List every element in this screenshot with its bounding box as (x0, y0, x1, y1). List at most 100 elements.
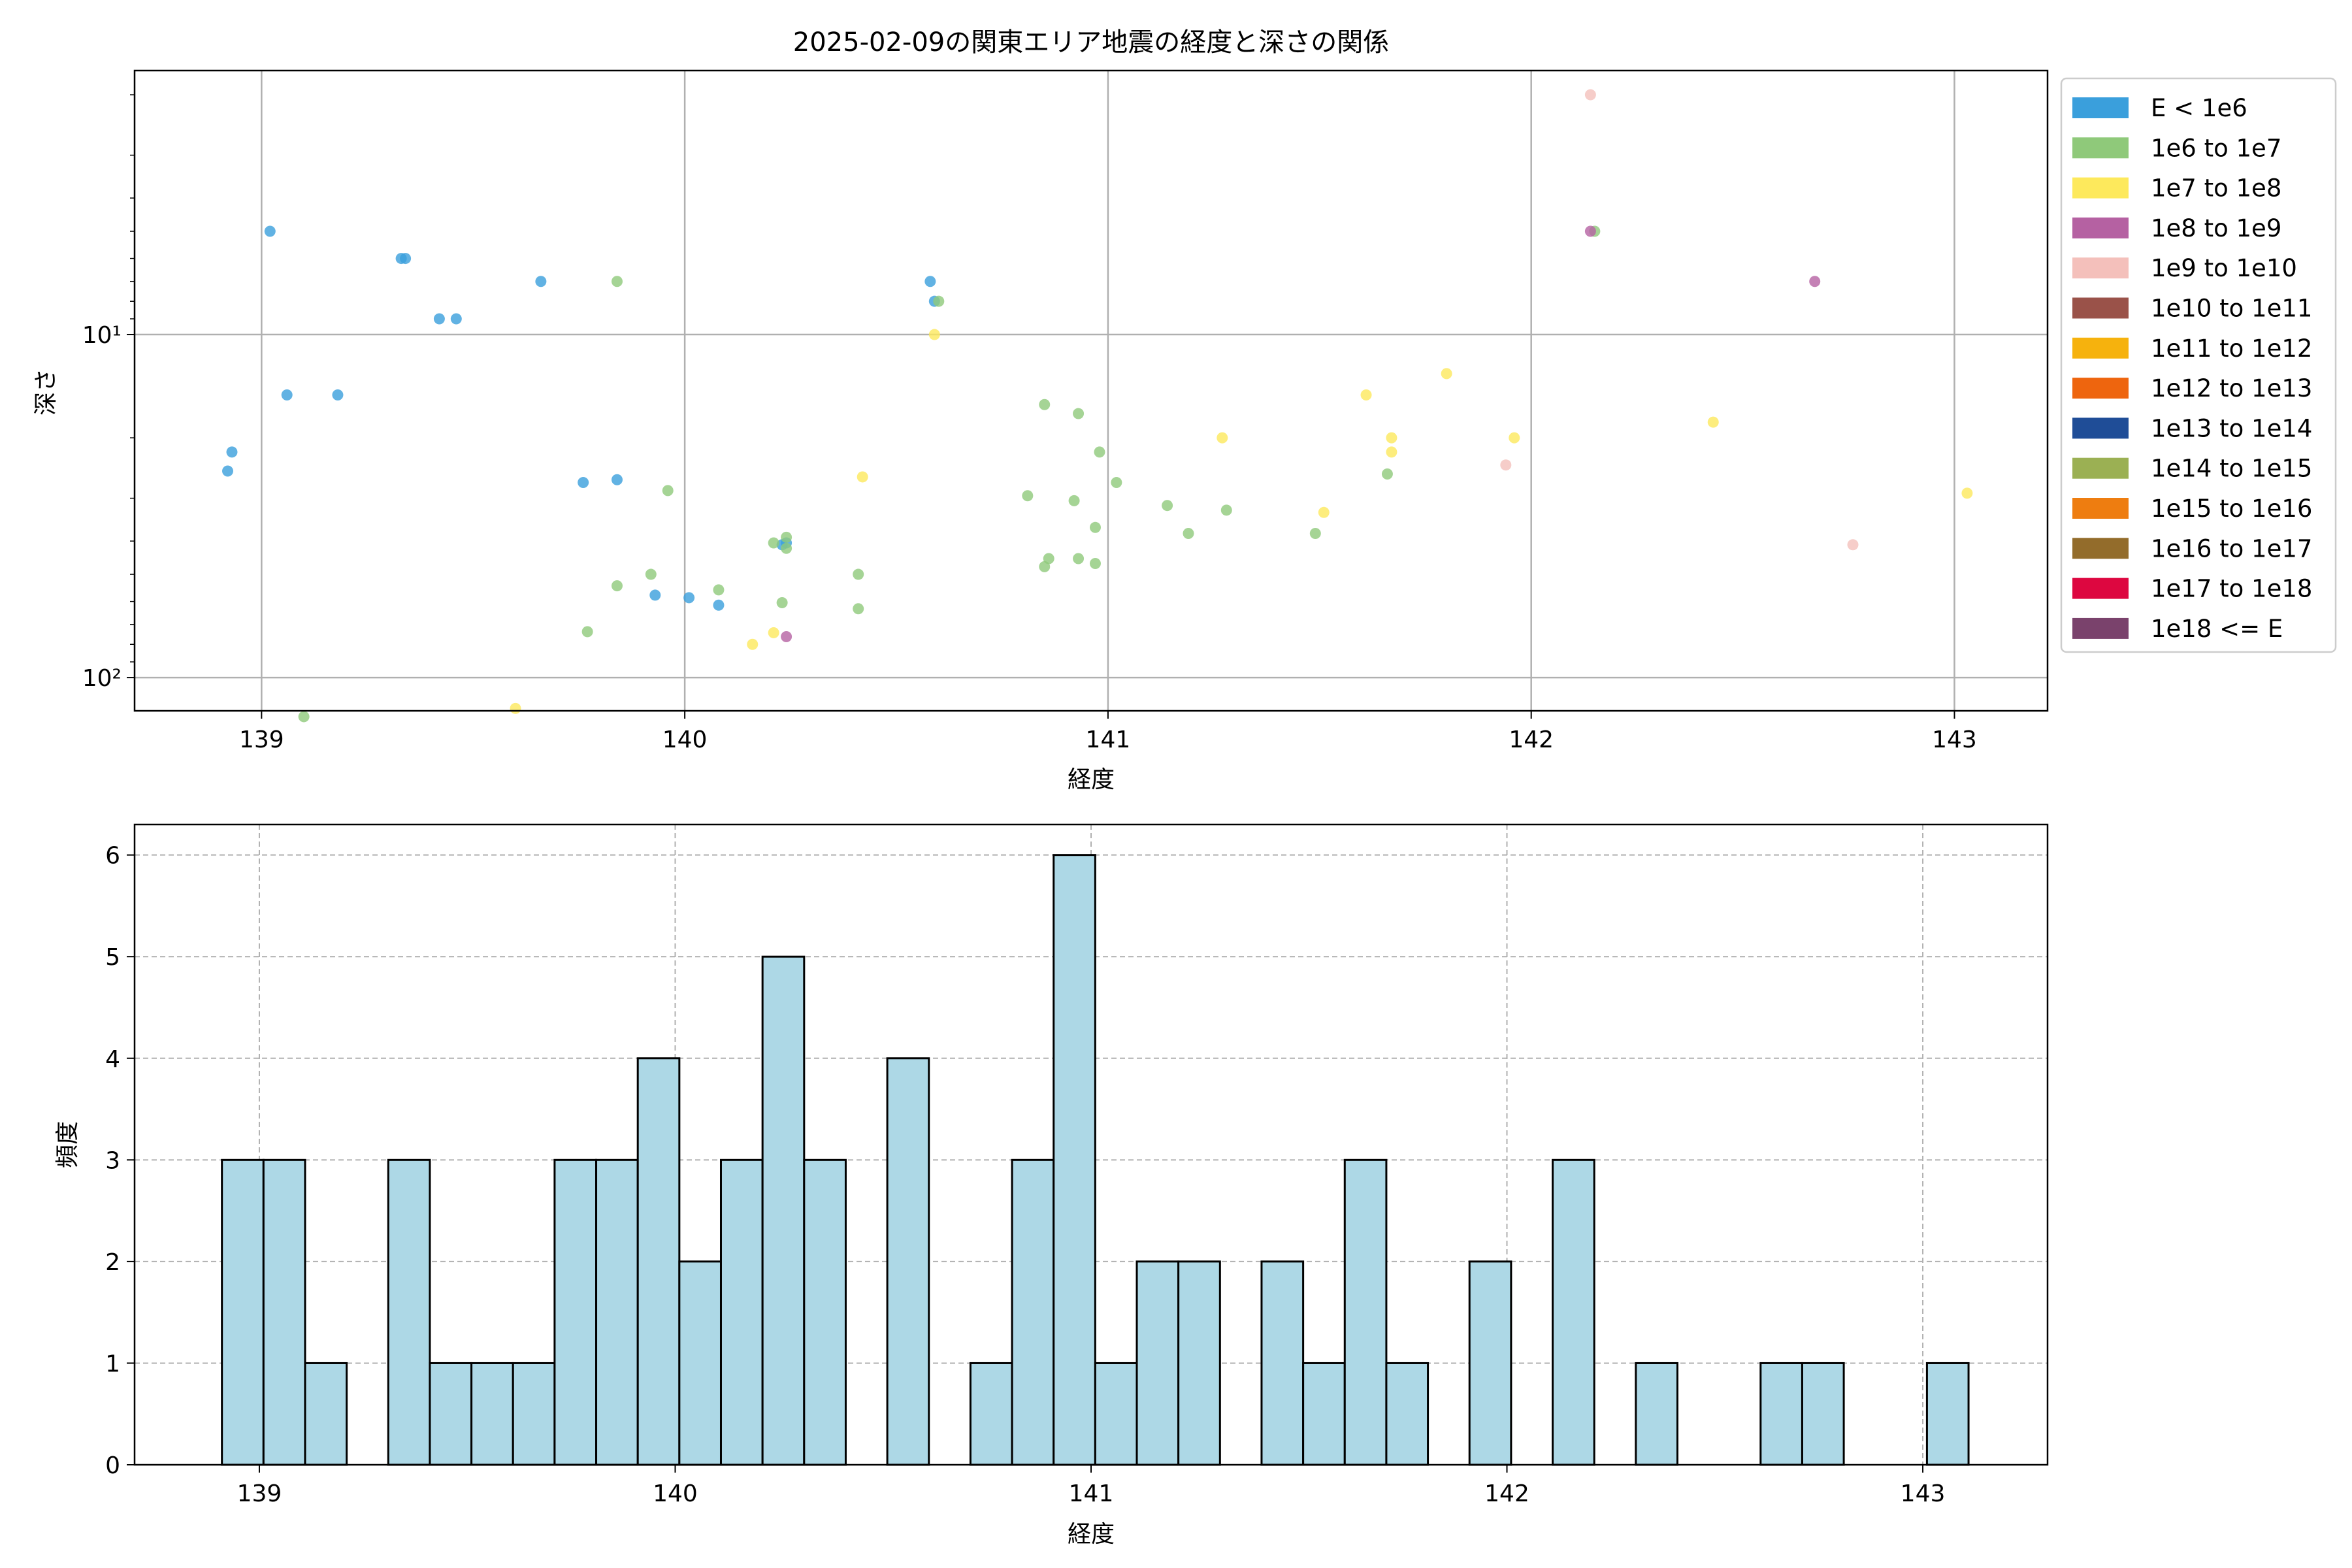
scatter-point (578, 477, 589, 489)
histogram-bar (761, 955, 806, 1466)
legend-swatch (2072, 177, 2129, 199)
legend-label: 1e18 <= E (2151, 615, 2283, 643)
histogram-bar (1635, 1362, 1678, 1466)
histogram-bar (1302, 1362, 1346, 1466)
histogram-bar (553, 1158, 598, 1466)
scatter-point (1441, 368, 1452, 380)
scatter-point (768, 537, 779, 549)
scatter-plot-frame (133, 69, 2049, 712)
legend-swatch (2072, 498, 2129, 519)
histogram-bar (1094, 1362, 1138, 1466)
legend-swatch (2072, 337, 2129, 359)
histogram-y-tick-label: 6 (105, 843, 120, 870)
histogram-y-tick-label: 4 (105, 1046, 120, 1073)
histogram-y-tick-label: 0 (105, 1452, 120, 1479)
histogram-panel: 139 140 141 142 143 0 1 2 3 4 5 6 経度 頻度 (54, 823, 2049, 1548)
legend-label: 1e10 to 1e11 (2151, 295, 2312, 323)
histogram-x-tick-label: 143 (1901, 1480, 1946, 1507)
scatter-point (1847, 539, 1859, 551)
legend-swatch (2072, 257, 2129, 279)
scatter-point (535, 276, 547, 287)
histogram-bar (1260, 1260, 1305, 1466)
scatter-point (1707, 416, 1719, 428)
scatter-point (1039, 561, 1051, 572)
histogram-bar (1801, 1362, 1845, 1466)
scatter-x-tick-label: 140 (662, 727, 708, 753)
scatter-point (781, 531, 792, 543)
scatter-y-axis-label: 深さ (33, 368, 59, 416)
histogram-bar (1925, 1362, 1970, 1466)
scatter-point (1068, 495, 1080, 506)
scatter-point (1089, 521, 1101, 533)
histogram-bar (1053, 854, 1096, 1466)
histogram-bar (1177, 1260, 1221, 1466)
histogram-bar (803, 1158, 847, 1466)
scatter-point (1309, 527, 1321, 539)
histogram-y-tick-label: 1 (105, 1350, 120, 1377)
scatter-point (1584, 89, 1596, 101)
legend-label: 1e12 to 1e13 (2151, 374, 2312, 402)
legend-label: 1e11 to 1e12 (2151, 335, 2312, 363)
scatter-point (1089, 558, 1101, 570)
scatter-point (611, 276, 623, 287)
histogram-bar (1385, 1362, 1429, 1466)
legend-swatch (2072, 217, 2129, 238)
scatter-point (1381, 468, 1393, 480)
scatter-point (924, 276, 936, 287)
scatter-point (645, 568, 657, 580)
histogram-x-tick-label: 142 (1484, 1480, 1529, 1507)
histogram-bar (719, 1158, 764, 1466)
legend-swatch (2072, 417, 2129, 439)
legend-swatch (2072, 617, 2129, 639)
legend-swatch (2072, 538, 2129, 559)
histogram-bar (595, 1158, 639, 1466)
legend-swatch (2072, 97, 2129, 118)
scatter-point (1360, 389, 1372, 401)
histogram-x-tick-label: 140 (653, 1480, 698, 1507)
scatter-point (1039, 399, 1051, 410)
scatter-point (395, 253, 407, 265)
scatter-point (1386, 432, 1397, 444)
scatter-point (611, 474, 623, 485)
histogram-bars (221, 854, 1970, 1466)
legend-label: 1e15 to 1e16 (2151, 495, 2312, 523)
histogram-bar (1552, 1158, 1595, 1466)
histogram-x-tick-label: 141 (1069, 1480, 1114, 1507)
histogram-plot-frame (133, 823, 2049, 1466)
scatter-point (1073, 408, 1085, 419)
scatter-point (332, 389, 344, 401)
histogram-bar (1011, 1158, 1055, 1466)
scatter-point (450, 313, 462, 325)
scatter-point (713, 584, 725, 596)
legend-label: E < 1e6 (2151, 94, 2247, 122)
histogram-y-tick-label: 3 (105, 1147, 120, 1174)
scatter-y-tick-label: 10¹ (82, 322, 122, 349)
scatter-point (1500, 459, 1512, 471)
chart-title: 2025-02-09の関東エリア地震の経度と深さの関係 (793, 27, 1389, 57)
scatter-point (768, 627, 779, 638)
scatter-x-axis-label: 経度 (1068, 766, 1115, 793)
histogram-bar (1135, 1260, 1180, 1466)
scatter-legend: E < 1e6 1e6 to 1e7 1e7 to 1e8 1e8 to 1e9 1e9… (2060, 77, 2337, 653)
histogram-x-tick-label: 139 (237, 1480, 282, 1507)
scatter-point (933, 295, 945, 307)
scatter-point (581, 626, 593, 638)
histogram-y-axis-label: 頻度 (54, 1121, 81, 1168)
scatter-point (281, 389, 293, 401)
scatter-point (713, 599, 725, 611)
scatter-ticks: 139 140 141 142 143 10¹ 10² (82, 94, 1977, 753)
scatter-point (1386, 446, 1397, 458)
legend-label: 1e6 to 1e7 (2151, 134, 2281, 162)
scatter-point (1318, 506, 1330, 518)
scatter-point (781, 542, 792, 554)
histogram-ticks: 139 140 141 142 143 0 1 2 3 4 5 6 (105, 843, 1945, 1507)
histogram-bar (304, 1362, 348, 1466)
legend-label: 1e9 to 1e10 (2151, 254, 2297, 282)
histogram-bar (262, 1158, 306, 1466)
histogram-bar (221, 1158, 265, 1466)
histogram-bar (886, 1057, 930, 1466)
scatter-point (649, 589, 661, 601)
scatter-point (853, 568, 864, 580)
scatter-point (298, 711, 310, 723)
